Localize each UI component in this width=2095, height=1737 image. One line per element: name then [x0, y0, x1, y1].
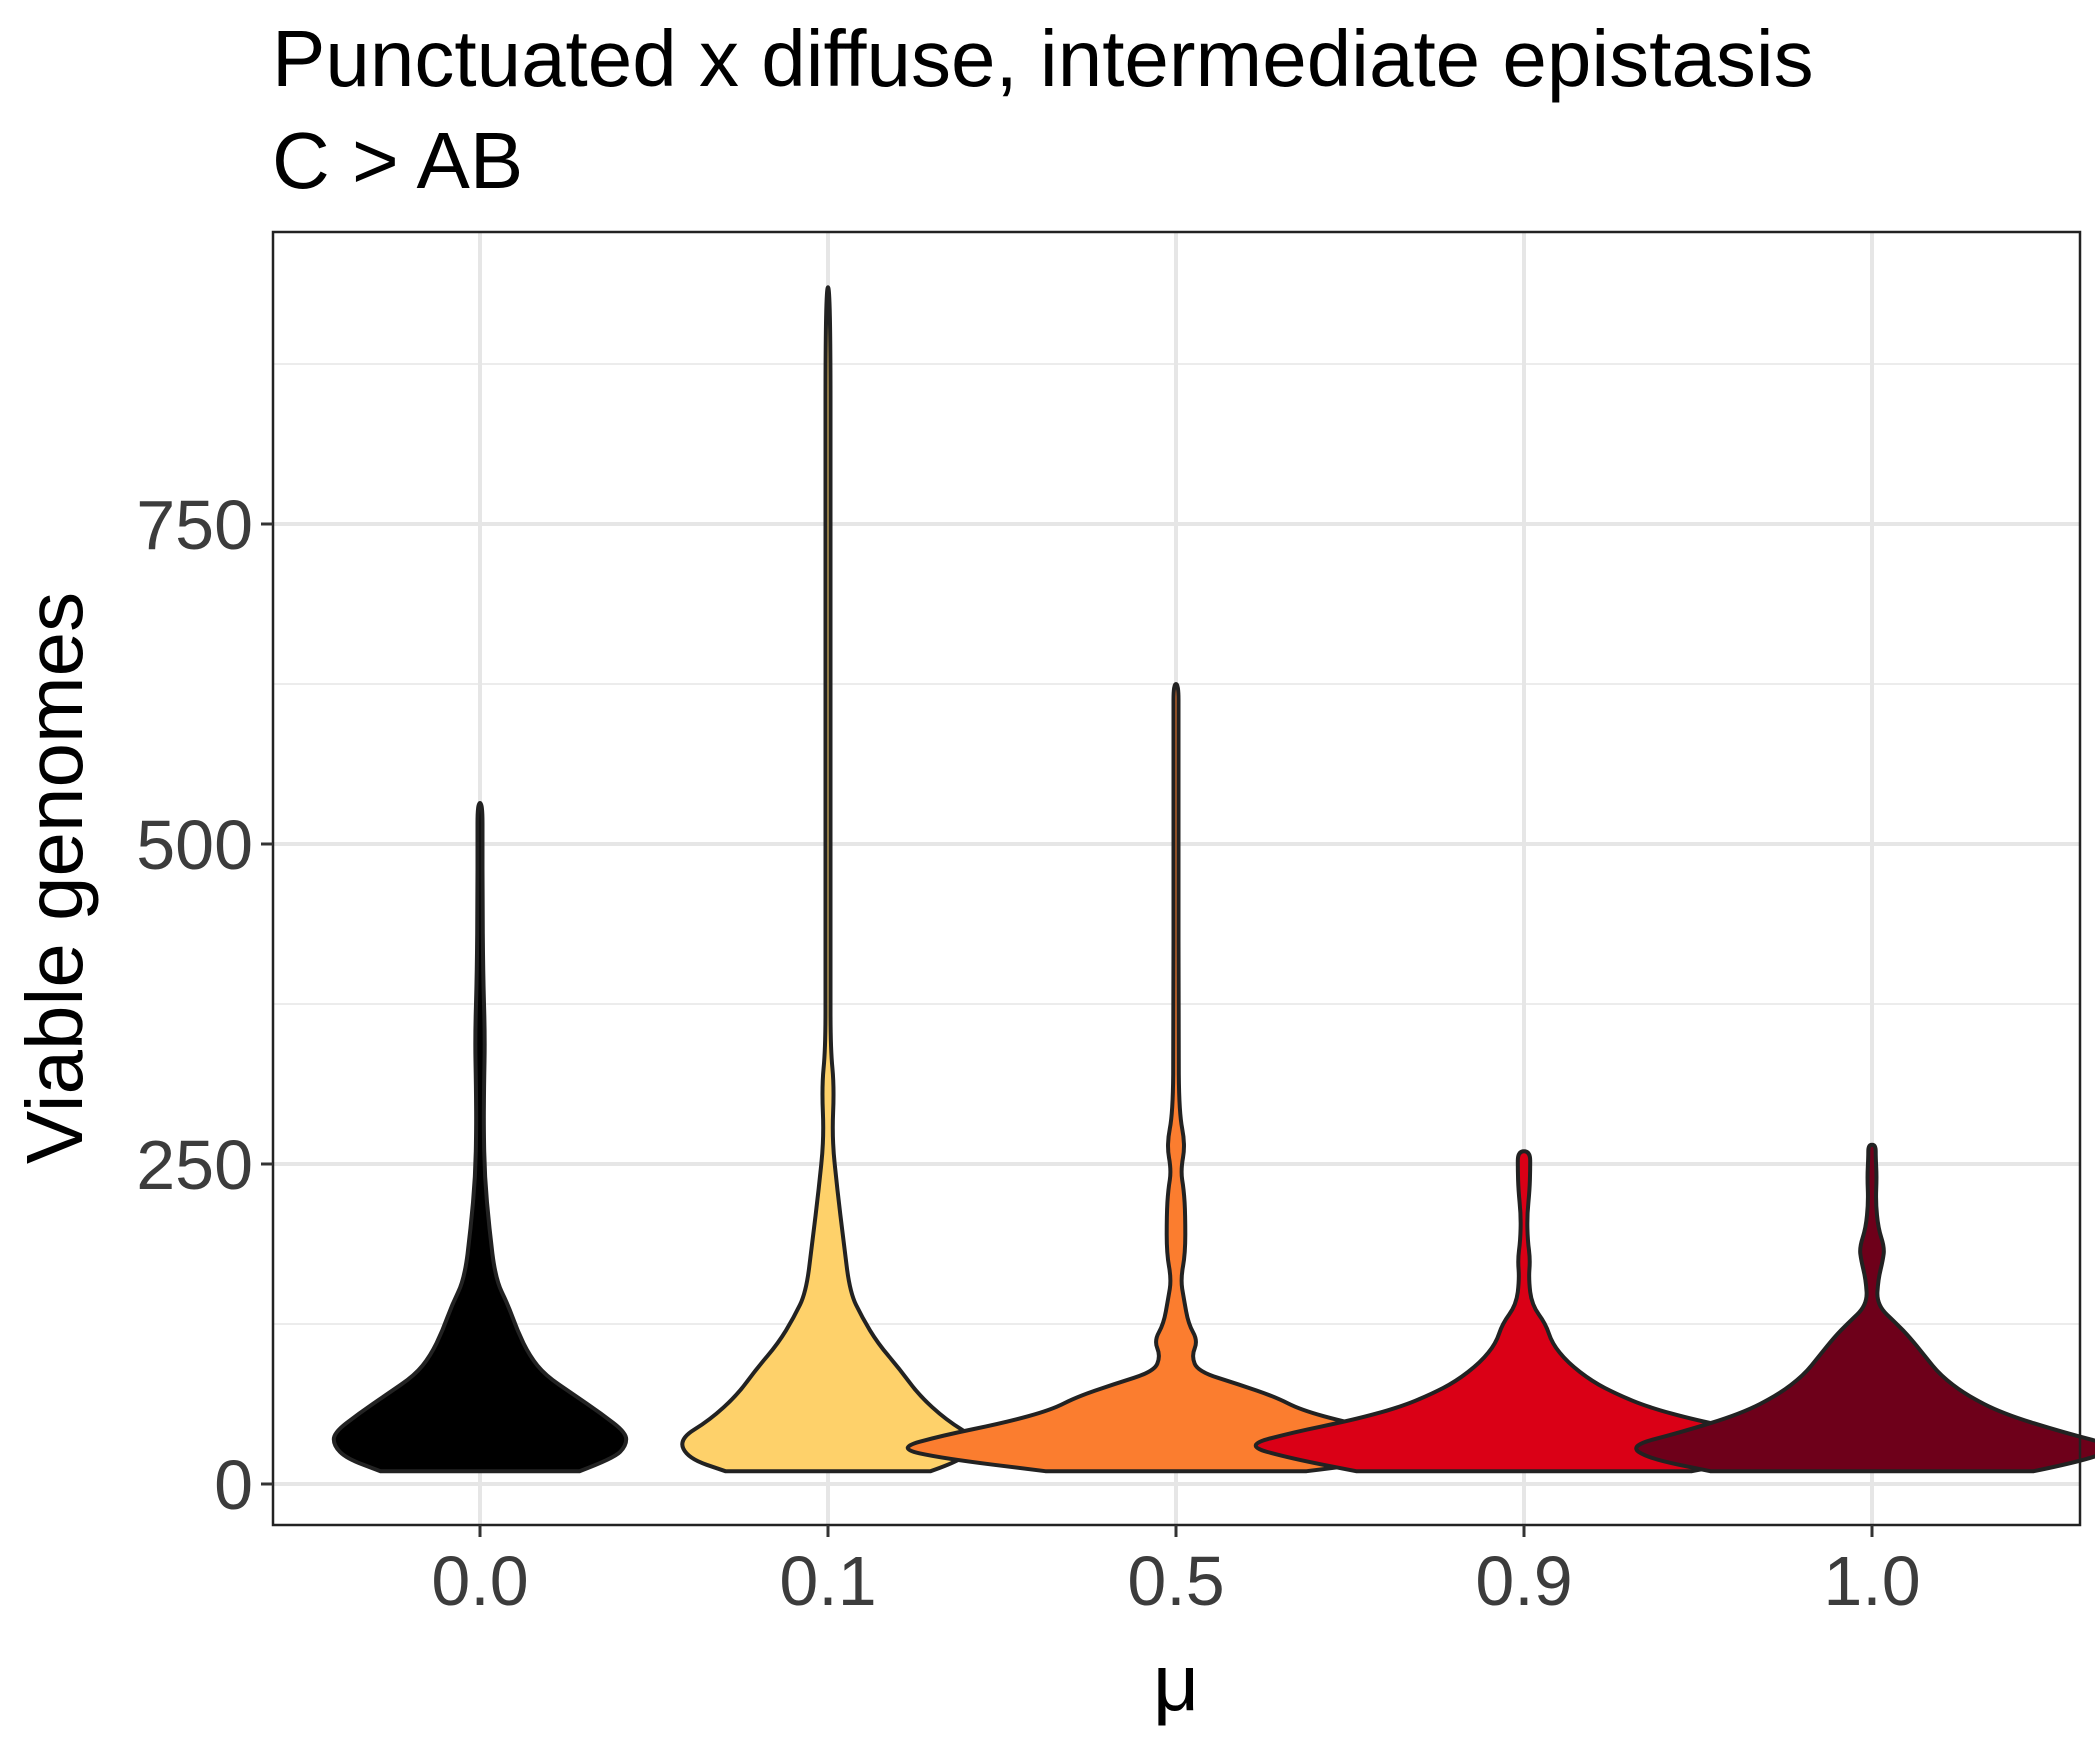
- x-tick-label: 0.1: [779, 1542, 876, 1620]
- x-tick-label: 1.0: [1823, 1542, 1920, 1620]
- y-tick-label: 750: [136, 486, 253, 564]
- x-tick-label: 0.5: [1127, 1542, 1224, 1620]
- x-tick-label: 0.9: [1475, 1542, 1572, 1620]
- violin-mu-0.1: [680, 285, 976, 1474]
- x-axis-title: μ: [1153, 1638, 1199, 1727]
- y-axis-title: Viable genomes: [10, 592, 99, 1164]
- y-tick-label: 500: [136, 806, 253, 884]
- violin-mu-1.0: [1634, 1142, 2095, 1474]
- violin-mu-0.0: [331, 801, 629, 1474]
- violins: [331, 285, 2095, 1474]
- violin-mu-0.5: [905, 682, 1447, 1474]
- violin-mu-0.9: [1253, 1149, 1795, 1474]
- y-tick-label: 250: [136, 1126, 253, 1204]
- chart-title: Punctuated x diffuse, intermediate epist…: [272, 14, 1814, 103]
- y-tick-label: 0: [214, 1446, 253, 1524]
- x-tick-label: 0.0: [431, 1542, 528, 1620]
- axis-ticks: 0 250 500 750 0.0 0.1 0.5 0.9 1.0: [136, 486, 1920, 1620]
- chart-subtitle: C > AB: [272, 116, 523, 205]
